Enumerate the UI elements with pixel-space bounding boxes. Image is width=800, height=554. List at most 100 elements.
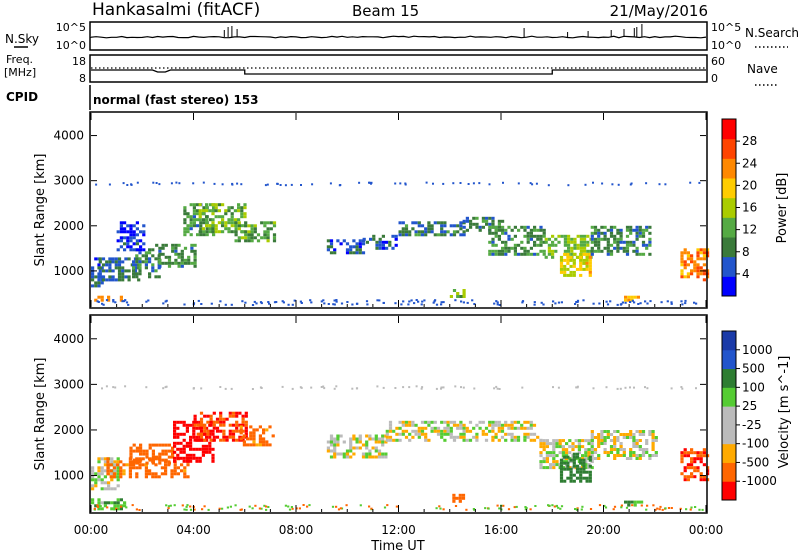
range-gate-cell (570, 249, 574, 253)
range-gate-cell (336, 434, 340, 438)
range-gate-cell (121, 272, 125, 276)
range-gate-cell (533, 225, 537, 229)
range-gate-cell (141, 463, 145, 467)
range-gate-cell (202, 230, 206, 234)
range-gate-cell (575, 386, 578, 389)
range-gate-cell (641, 454, 646, 457)
range-gate-cell (183, 475, 187, 479)
range-gate-cell (209, 417, 213, 421)
range-gate-cell (199, 420, 204, 424)
range-gate-cell (648, 457, 652, 460)
range-gate-cell (119, 295, 123, 299)
range-gate-cell (533, 234, 537, 238)
range-gate-cell (200, 387, 203, 390)
range-gate-cell (135, 233, 139, 237)
range-gate-cell (524, 508, 527, 511)
range-gate-cell (208, 203, 212, 207)
range-gate-cell (205, 218, 209, 222)
range-gate-cell (555, 463, 559, 467)
range-gate-cell (198, 203, 202, 207)
range-gate-cell (616, 451, 620, 454)
range-gate-cell (180, 258, 184, 262)
range-gate-cell (616, 387, 619, 390)
range-gate-cell (352, 251, 356, 255)
range-gate-cell (510, 423, 514, 427)
range-gate-cell (135, 239, 139, 243)
range-gate-cell (622, 433, 626, 436)
range-gate-cell (459, 224, 463, 228)
range-gate-cell (135, 227, 139, 231)
range-gate-cell (570, 237, 574, 241)
range-gate-cell (329, 251, 334, 255)
range-gate-cell (241, 417, 245, 421)
range-gate-cell (180, 463, 184, 467)
range-gate-cell (333, 303, 336, 306)
range-gate-cell (356, 302, 359, 305)
range-gate-cell (497, 222, 501, 226)
range-gate-cell (605, 300, 608, 303)
range-gate-cell (555, 439, 559, 443)
range-gate-cell (164, 463, 168, 467)
range-gate-cell (211, 230, 215, 234)
range-gate-cell (167, 449, 171, 453)
range-gate-cell (349, 443, 353, 447)
range-gate-cell (622, 451, 626, 454)
range-gate-cell (507, 225, 511, 229)
range-gate-cell (619, 442, 623, 445)
range-gate-cell (217, 215, 221, 219)
range-gate-cell (526, 420, 530, 424)
range-gate-cell (108, 278, 112, 282)
range-gate-cell (555, 504, 558, 507)
range-gate-cell (507, 508, 511, 511)
range-gate-cell (266, 227, 270, 231)
range-gate-cell (638, 445, 642, 448)
range-gate-cell (335, 299, 338, 301)
range-gate-cell (126, 236, 130, 240)
range-gate-cell (436, 221, 441, 225)
range-gate-cell (98, 260, 102, 264)
range-gate-cell (342, 452, 346, 456)
range-gate-cell (690, 257, 694, 261)
range-gate-cell (138, 269, 142, 273)
range-gate-cell (129, 230, 133, 234)
range-gate-cell (597, 445, 601, 448)
range-gate-cell (625, 246, 630, 250)
range-gate-cell (211, 212, 215, 216)
range-gate-cell (198, 459, 202, 463)
range-gate-cell (539, 442, 543, 446)
range-gate-cell (139, 230, 143, 234)
range-gate-cell (112, 386, 115, 389)
range-gate-cell (572, 455, 576, 459)
range-gate-cell (513, 225, 517, 229)
range-gate-cell (112, 475, 116, 479)
range-gate-cell (638, 234, 642, 238)
velocity-colorbar-segment (722, 443, 736, 463)
range-gate-cell (100, 469, 104, 473)
range-gate-cell (566, 267, 570, 271)
range-gate-cell (231, 411, 236, 415)
range-gate-cell (513, 243, 517, 247)
range-gate-cell (180, 255, 184, 259)
range-gate-cell (221, 507, 224, 510)
range-gate-cell (144, 254, 148, 258)
range-gate-cell (148, 275, 152, 279)
range-gate-cell (625, 225, 630, 229)
range-gate-cell (91, 501, 95, 505)
range-gate-cell (690, 466, 694, 470)
range-gate-cell (616, 436, 620, 439)
range-gate-cell (462, 225, 466, 229)
range-gate-cell (507, 432, 511, 436)
range-gate-cell (552, 445, 556, 449)
range-gate-cell (539, 240, 543, 244)
range-gate-cell (199, 233, 203, 237)
range-gate-cell (592, 387, 595, 390)
range-gate-cell (358, 446, 362, 450)
range-gate-cell (590, 466, 594, 470)
range-gate-cell (249, 431, 253, 435)
range-gate-cell (484, 426, 489, 430)
range-gate-cell (97, 475, 101, 479)
range-gate-cell (456, 292, 460, 295)
range-gate-cell (137, 278, 141, 282)
range-gate-cell (394, 237, 398, 241)
range-gate-cell (219, 438, 223, 442)
